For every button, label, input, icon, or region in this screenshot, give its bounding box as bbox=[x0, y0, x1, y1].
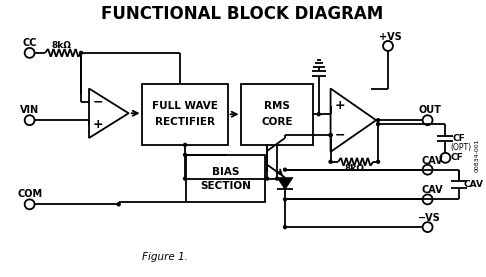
Circle shape bbox=[283, 225, 287, 229]
Text: SECTION: SECTION bbox=[200, 181, 251, 191]
Text: −VS: −VS bbox=[418, 213, 441, 223]
Text: VIN: VIN bbox=[20, 105, 39, 115]
Circle shape bbox=[376, 160, 380, 164]
Text: FULL WAVE: FULL WAVE bbox=[152, 101, 218, 111]
Text: −: − bbox=[334, 129, 345, 142]
Text: CF: CF bbox=[451, 153, 464, 162]
Polygon shape bbox=[277, 178, 293, 189]
Circle shape bbox=[79, 51, 83, 55]
Circle shape bbox=[423, 165, 433, 175]
Circle shape bbox=[376, 118, 380, 122]
Text: +VS: +VS bbox=[379, 32, 401, 42]
Bar bbox=[242, 84, 313, 145]
Text: 00834-001: 00834-001 bbox=[475, 138, 480, 171]
Text: CAV: CAV bbox=[422, 186, 443, 196]
Text: −: − bbox=[93, 96, 103, 109]
Circle shape bbox=[275, 176, 279, 181]
Circle shape bbox=[183, 176, 187, 181]
Circle shape bbox=[376, 122, 380, 126]
Circle shape bbox=[183, 153, 187, 157]
Text: +: + bbox=[334, 99, 345, 112]
Text: RECTIFIER: RECTIFIER bbox=[155, 117, 215, 127]
Circle shape bbox=[265, 176, 269, 181]
Text: FUNCTIONAL BLOCK DIAGRAM: FUNCTIONAL BLOCK DIAGRAM bbox=[102, 5, 383, 23]
Circle shape bbox=[440, 153, 451, 163]
Text: CF: CF bbox=[453, 134, 466, 143]
Circle shape bbox=[25, 115, 35, 125]
Text: +: + bbox=[93, 118, 103, 131]
Circle shape bbox=[329, 133, 333, 137]
Text: BIAS: BIAS bbox=[212, 167, 239, 177]
Circle shape bbox=[423, 115, 433, 125]
Text: CC: CC bbox=[22, 38, 37, 48]
Text: (OPT): (OPT) bbox=[451, 143, 472, 152]
Circle shape bbox=[25, 199, 35, 209]
Circle shape bbox=[283, 168, 287, 172]
Text: 8kΩ: 8kΩ bbox=[345, 164, 364, 173]
Circle shape bbox=[423, 222, 433, 232]
Circle shape bbox=[117, 202, 121, 207]
Text: COM: COM bbox=[17, 189, 42, 199]
Circle shape bbox=[316, 112, 321, 116]
Circle shape bbox=[183, 143, 187, 147]
Text: RMS: RMS bbox=[264, 101, 290, 111]
Circle shape bbox=[283, 197, 287, 202]
Text: OUT: OUT bbox=[418, 105, 441, 115]
Circle shape bbox=[329, 133, 333, 137]
Text: Figure 1.: Figure 1. bbox=[142, 252, 188, 262]
Bar bbox=[186, 155, 265, 202]
Text: CAV: CAV bbox=[422, 156, 443, 166]
Circle shape bbox=[329, 160, 333, 164]
Text: CAV: CAV bbox=[463, 179, 483, 189]
Text: CORE: CORE bbox=[261, 117, 293, 127]
Circle shape bbox=[25, 48, 35, 58]
Circle shape bbox=[423, 194, 433, 204]
Text: 8kΩ: 8kΩ bbox=[52, 42, 72, 50]
Circle shape bbox=[383, 41, 393, 51]
Bar bbox=[142, 84, 227, 145]
